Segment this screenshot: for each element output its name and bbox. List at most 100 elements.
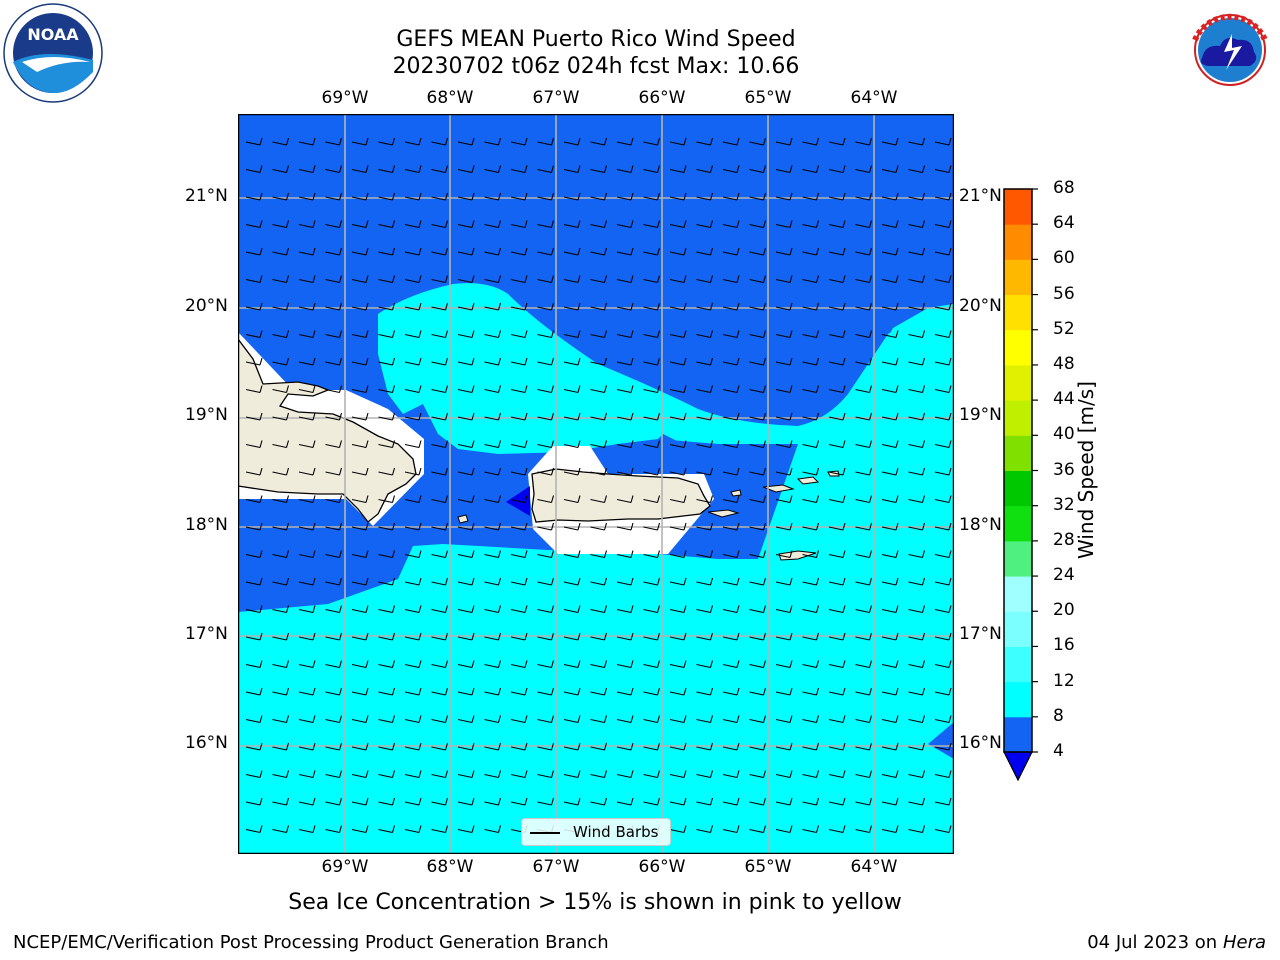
wind-barb bbox=[404, 495, 422, 504]
wind-barb bbox=[643, 275, 661, 284]
wind-barb bbox=[802, 302, 820, 311]
legend-label: Wind Barbs bbox=[573, 823, 659, 841]
wind-barb bbox=[696, 302, 714, 311]
wind-barb bbox=[484, 495, 502, 504]
wind-barb bbox=[828, 632, 846, 641]
wind-barb bbox=[775, 192, 793, 201]
wind-barb bbox=[749, 825, 767, 834]
wind-barb bbox=[563, 742, 581, 751]
wind-barb bbox=[298, 577, 316, 586]
wind-barb bbox=[431, 137, 449, 146]
wind-barb bbox=[934, 550, 952, 559]
wind-barb bbox=[934, 495, 952, 504]
colorbar-tick-label: 32 bbox=[1053, 494, 1075, 515]
wind-barb bbox=[828, 247, 846, 256]
wind-barb bbox=[696, 825, 714, 834]
wind-barb bbox=[802, 357, 820, 366]
wind-barb bbox=[404, 770, 422, 779]
wind-barb bbox=[537, 440, 555, 449]
wind-barb bbox=[563, 330, 581, 339]
wind-barb bbox=[696, 357, 714, 366]
wind-barb bbox=[669, 522, 687, 531]
wind-barb bbox=[590, 137, 608, 146]
wind-barb bbox=[325, 715, 343, 724]
wind-barb bbox=[775, 137, 793, 146]
wind-barb bbox=[325, 247, 343, 256]
wind-barb bbox=[484, 220, 502, 229]
wind-barb bbox=[855, 632, 873, 641]
wind-barb bbox=[510, 412, 528, 421]
wind-barb bbox=[643, 137, 661, 146]
wind-barb bbox=[510, 550, 528, 559]
wind-barb bbox=[934, 412, 952, 421]
wind-barb bbox=[616, 742, 634, 751]
wind-barb bbox=[563, 660, 581, 669]
wind-barb bbox=[802, 330, 820, 339]
wind-barb bbox=[325, 797, 343, 806]
wind-barb bbox=[934, 660, 952, 669]
wind-barb bbox=[696, 412, 714, 421]
wind-barb bbox=[404, 302, 422, 311]
wind-barb bbox=[484, 330, 502, 339]
wind-barb bbox=[325, 605, 343, 614]
wind-barb bbox=[722, 577, 740, 586]
wind-barb bbox=[431, 302, 449, 311]
wind-barb bbox=[934, 137, 952, 146]
wind-barb bbox=[298, 687, 316, 696]
wind-barb bbox=[908, 192, 926, 201]
wind-barb bbox=[590, 742, 608, 751]
wind-barb bbox=[669, 357, 687, 366]
wind-barb bbox=[590, 550, 608, 559]
wind-barb bbox=[908, 440, 926, 449]
wind-barb bbox=[563, 632, 581, 641]
wind-barb bbox=[378, 715, 396, 724]
wind-barb bbox=[563, 687, 581, 696]
lat-label-left: 17°N bbox=[185, 624, 228, 644]
wind-barb bbox=[881, 385, 899, 394]
wind-barb bbox=[855, 357, 873, 366]
wind-barb bbox=[590, 715, 608, 724]
wind-barb bbox=[378, 330, 396, 339]
wind-barb bbox=[537, 550, 555, 559]
wind-barb bbox=[590, 522, 608, 531]
wind-barb bbox=[510, 192, 528, 201]
wind-barb bbox=[881, 275, 899, 284]
wind-barb bbox=[775, 302, 793, 311]
wind-barb bbox=[775, 577, 793, 586]
wind-barb bbox=[616, 412, 634, 421]
wind-barb bbox=[484, 192, 502, 201]
wind-barb bbox=[431, 715, 449, 724]
wind-barb bbox=[351, 797, 369, 806]
wind-barb bbox=[298, 412, 316, 421]
wind-barb bbox=[298, 385, 316, 394]
wind-barb bbox=[272, 577, 290, 586]
wind-barb bbox=[696, 577, 714, 586]
wind-barb bbox=[325, 440, 343, 449]
wind-barb bbox=[404, 715, 422, 724]
wind-barb bbox=[272, 137, 290, 146]
wind-barb bbox=[272, 275, 290, 284]
wind-barb bbox=[510, 330, 528, 339]
wind-barb bbox=[696, 440, 714, 449]
colorbar-tick-label: 52 bbox=[1053, 318, 1075, 339]
wind-barb bbox=[351, 715, 369, 724]
wind-barb bbox=[669, 632, 687, 641]
wind-barb bbox=[934, 357, 952, 366]
wind-barb bbox=[881, 357, 899, 366]
wind-barb bbox=[510, 687, 528, 696]
wind-barb bbox=[272, 797, 290, 806]
wind-barb bbox=[404, 687, 422, 696]
wind-barb bbox=[828, 797, 846, 806]
wind-barb bbox=[934, 440, 952, 449]
wind-barb bbox=[537, 467, 555, 476]
wind-barb bbox=[696, 247, 714, 256]
colorbar-tick-label: 36 bbox=[1053, 459, 1075, 480]
wind-barb bbox=[325, 550, 343, 559]
lat-label-left: 21°N bbox=[185, 186, 228, 206]
wind-barb bbox=[749, 247, 767, 256]
wind-barb bbox=[855, 770, 873, 779]
wind-barb bbox=[272, 660, 290, 669]
colorbar-tick-label: 24 bbox=[1053, 565, 1075, 586]
wind-barb bbox=[298, 247, 316, 256]
wind-barb bbox=[404, 247, 422, 256]
